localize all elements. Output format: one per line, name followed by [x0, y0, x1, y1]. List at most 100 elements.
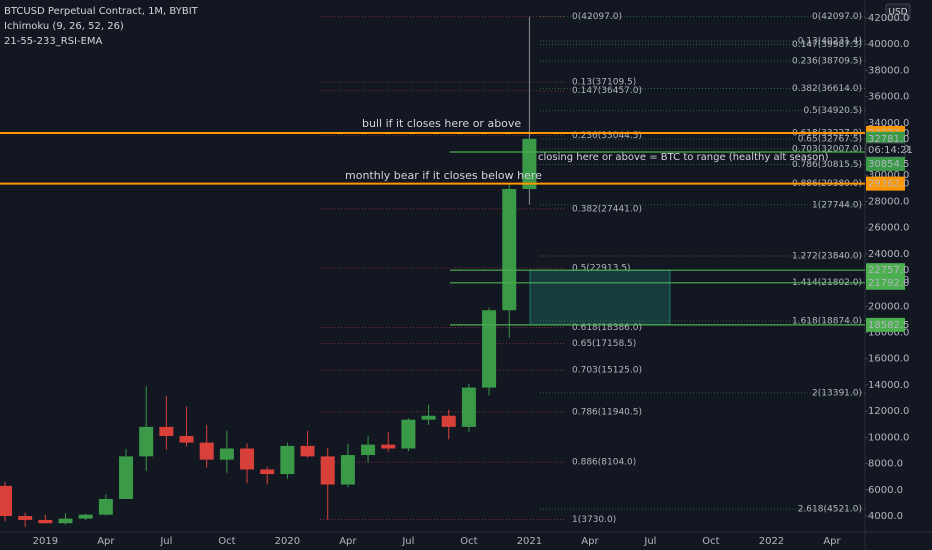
- price-box: [866, 131, 905, 146]
- candle-body: [119, 456, 134, 499]
- fib-label: 0.382(27441.0): [572, 204, 642, 214]
- price-box: [866, 176, 905, 191]
- fib-label: 1.618(18874.0): [792, 317, 862, 327]
- fib-label: 0.5(34920.5): [803, 106, 862, 116]
- x-tick-label: Apr: [339, 536, 357, 547]
- fib-label: 0.382(36614.0): [792, 84, 862, 94]
- y-tick-label: 26000.0: [868, 223, 909, 234]
- candle-body: [18, 516, 33, 520]
- x-tick-label: Apr: [823, 536, 841, 547]
- y-tick-label: 36000.0: [868, 92, 909, 103]
- y-tick-label: 4000.0: [868, 511, 903, 522]
- fib-label: 0.13(37109.5): [572, 78, 636, 88]
- fib-label: 1(27744.0): [812, 200, 862, 210]
- candle-body: [320, 456, 335, 485]
- y-tick-label: 24000.0: [868, 249, 909, 260]
- x-tick-label: Apr: [97, 536, 115, 547]
- candle-body: [401, 419, 416, 449]
- fib-label: 0.5(22913.5): [572, 264, 631, 274]
- y-tick-label: 12000.0: [868, 406, 909, 417]
- fib-label: 0.65(32767.5): [798, 134, 862, 144]
- price-label: 29362.0: [868, 179, 909, 190]
- y-tick-label: 18000.0: [868, 328, 909, 339]
- fib-label: 1.272(23840.0): [792, 251, 862, 261]
- fib-label: 2(13391.0): [812, 388, 862, 398]
- indicator: 21-55-233_RSI-EMA: [4, 36, 103, 47]
- y-tick-label: 38000.0: [868, 65, 909, 76]
- currency[interactable]: USD: [888, 8, 907, 18]
- candle-body: [0, 485, 12, 517]
- y-tick-label: 30000.0: [868, 170, 909, 181]
- x-tick-label: 2019: [33, 536, 58, 547]
- fib-label: 0.236(38709.5): [792, 57, 862, 67]
- x-tick-label: Oct: [218, 536, 235, 547]
- x-tick-label: Jul: [159, 536, 172, 547]
- x-tick-label: Jul: [643, 536, 656, 547]
- price-label: 18582.5: [868, 320, 909, 331]
- x-tick-label: Apr: [581, 536, 599, 547]
- fib-label: 0.236(33044.5): [572, 131, 642, 141]
- candle-body: [340, 455, 355, 485]
- fib-label: 0(42097.0): [572, 12, 622, 22]
- candle-body: [381, 444, 396, 449]
- candle-body: [98, 498, 113, 515]
- y-tick-label: 8000.0: [868, 459, 903, 470]
- price-label: 22757.0: [868, 265, 909, 276]
- x-tick-label: Oct: [460, 536, 477, 547]
- candle-body: [139, 426, 154, 457]
- fib-label: 0.786(30815.5): [792, 160, 862, 170]
- chart-title: BTCUSD Perpetual Contract, 1M, BYBIT: [4, 6, 199, 17]
- currency-button[interactable]: [885, 3, 911, 21]
- candle-body: [38, 519, 53, 524]
- annotation: monthly bear if it closes below here: [345, 169, 542, 182]
- candle-body: [421, 415, 436, 420]
- y-tick-label: 40000.0: [868, 39, 909, 50]
- indicator: Ichimoku (9, 26, 52, 26): [4, 21, 124, 32]
- candle-body: [179, 436, 194, 443]
- price-label: 30854.5: [868, 159, 909, 170]
- price-box: [866, 263, 905, 278]
- fib-label: 1(3730.0): [572, 515, 616, 525]
- y-tick-label: 42000.0: [868, 13, 909, 24]
- candle-body: [482, 310, 497, 388]
- candle-body: [461, 387, 476, 427]
- x-tick-label: 2020: [275, 536, 300, 547]
- zone: [529, 269, 671, 326]
- candle-body: [219, 448, 234, 460]
- y-tick-label: 28000.0: [868, 196, 909, 207]
- candle-body: [58, 518, 73, 524]
- candle-body: [240, 448, 255, 470]
- candle-body: [441, 415, 456, 427]
- y-tick-label: 20000.0: [868, 301, 909, 312]
- fib-label: 0.65(17158.5): [572, 339, 636, 349]
- candle-body: [280, 445, 295, 475]
- price-label: 21792.0: [868, 278, 909, 289]
- price-box: [866, 317, 905, 332]
- candle-body: [361, 444, 376, 456]
- price-label: 32781.0: [868, 134, 909, 145]
- x-tick-label: 2022: [759, 536, 784, 547]
- candle-body: [522, 138, 537, 189]
- fib-label: 0.147(39987.3): [792, 40, 862, 50]
- y-tick-label: 34000.0: [868, 118, 909, 129]
- x-tick-label: Oct: [702, 536, 719, 547]
- fib-label: 0.886(8104.0): [572, 458, 636, 468]
- price-box: [866, 157, 905, 172]
- y-tick-label: 10000.0: [868, 432, 909, 443]
- y-tick-label: 16000.0: [868, 354, 909, 365]
- fib-label: 0.147(36457.0): [572, 86, 642, 96]
- countdown: 06:14:21: [868, 145, 913, 156]
- y-tick-label: 6000.0: [868, 485, 903, 496]
- fib-label: 2.618(4521.0): [798, 505, 862, 515]
- candle-body: [159, 426, 174, 437]
- x-tick-label: Jul: [401, 536, 414, 547]
- fib-label: 0.786(11940.5): [572, 407, 642, 417]
- y-tick-label: 14000.0: [868, 380, 909, 391]
- fib-label: 0.618(18386.0): [572, 323, 642, 333]
- annotation: closing here or above = BTC to range (he…: [538, 152, 829, 163]
- annotation: bull if it closes here or above: [362, 117, 521, 130]
- fib-label: 0(42097.0): [812, 12, 862, 22]
- candle-body: [300, 445, 315, 457]
